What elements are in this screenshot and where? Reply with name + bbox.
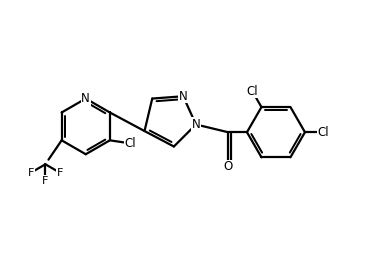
Text: N: N <box>179 90 187 103</box>
Text: N: N <box>192 118 200 131</box>
Text: F: F <box>42 176 48 186</box>
Text: Cl: Cl <box>124 137 136 150</box>
Text: Cl: Cl <box>318 126 329 139</box>
Text: F: F <box>28 168 34 177</box>
Text: O: O <box>223 161 233 174</box>
Text: N: N <box>81 92 90 105</box>
Text: Cl: Cl <box>246 84 258 97</box>
Text: F: F <box>57 168 63 177</box>
